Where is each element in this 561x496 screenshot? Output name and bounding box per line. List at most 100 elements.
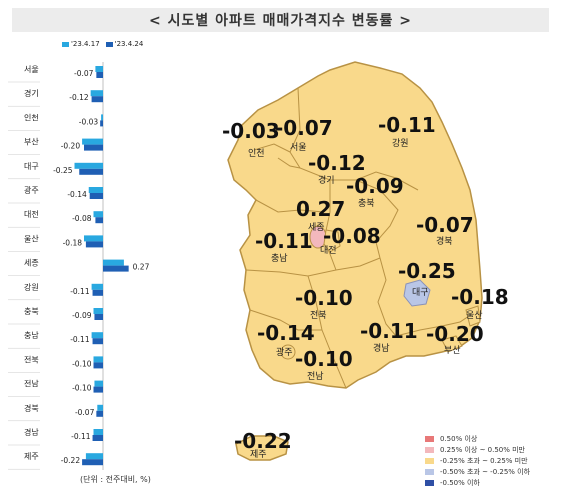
busan-name: 부산 xyxy=(444,345,461,356)
bar-prev xyxy=(93,429,103,435)
bar-value-label: -0.07 xyxy=(75,408,95,417)
bar-prev xyxy=(93,308,103,314)
category-label: 대전 xyxy=(24,209,39,219)
daejeon-name: 대전 xyxy=(320,245,337,256)
bar-curr xyxy=(82,459,103,466)
legend-item-prev: '23.4.17 xyxy=(62,40,100,48)
legend-label: -0.50% 이하 xyxy=(440,478,480,487)
bar-prev xyxy=(93,356,103,363)
jeonnam-name: 전남 xyxy=(307,371,324,382)
bar-curr xyxy=(94,314,103,320)
legend-swatch xyxy=(425,457,434,464)
map-legend-item: -0.25% 초과 ~ 0.25% 미만 xyxy=(425,455,530,466)
jeju-name: 제주 xyxy=(250,449,267,460)
gyeongbuk-name: 경북 xyxy=(436,235,453,247)
gangwon-name: 강원 xyxy=(392,138,409,149)
ulsan-value: -0.18 xyxy=(451,285,509,309)
bar-prev xyxy=(90,90,103,97)
bar-value-label: -0.09 xyxy=(72,311,92,320)
bar-prev xyxy=(97,404,103,411)
map-legend: 0.50% 이상 0.25% 이상 ~ 0.50% 미만 -0.25% 초과 ~… xyxy=(425,433,530,488)
chungbuk-value: -0.09 xyxy=(346,174,404,198)
bar-value-label: -0.03 xyxy=(79,117,99,126)
gwangju-value: -0.14 xyxy=(257,321,315,345)
gyeongnam-value: -0.11 xyxy=(360,319,418,343)
chungnam-value: -0.11 xyxy=(255,229,313,253)
bar-prev xyxy=(84,235,103,242)
bar-value-label: -0.25 xyxy=(53,166,73,175)
category-label: 제주 xyxy=(24,452,39,461)
bar-prev xyxy=(88,187,103,193)
page-title: < 시도별 아파트 매매가격지수 변동률 > xyxy=(12,8,549,32)
bar-curr xyxy=(92,289,103,296)
bar-prev xyxy=(91,283,103,290)
unit-note: (단위 : 전주대비, %) xyxy=(80,475,151,484)
gangwon-value: -0.11 xyxy=(378,113,436,137)
daejeon-region xyxy=(323,229,341,253)
gyeongbuk-value: -0.07 xyxy=(416,213,474,237)
sejong-value: 0.27 xyxy=(296,197,345,221)
bar-prev xyxy=(94,380,103,387)
jeju-value: -0.22 xyxy=(234,429,292,453)
bar-prev xyxy=(103,259,124,266)
seoul-value: -0.07 xyxy=(275,116,333,140)
bar-value-label: -0.14 xyxy=(67,190,87,199)
bar-curr xyxy=(96,410,103,417)
category-label: 부산 xyxy=(24,137,39,147)
gyeonggi-value: -0.12 xyxy=(308,151,366,175)
legend-swatch xyxy=(425,479,434,486)
bar-curr xyxy=(96,72,103,78)
legend-label: -0.50% 초과 ~ -0.25% 이하 xyxy=(440,467,531,476)
bar-curr xyxy=(93,362,103,369)
category-label: 충북 xyxy=(24,307,39,316)
legend-swatch-curr xyxy=(105,41,113,47)
legend-swatch xyxy=(425,446,434,453)
category-label: 경북 xyxy=(24,403,39,413)
bar-curr xyxy=(89,193,103,199)
bar-prev xyxy=(82,138,103,145)
bar-prev xyxy=(101,114,103,121)
bar-value-label: -0.18 xyxy=(63,238,83,247)
daegu-value: -0.25 xyxy=(398,259,456,283)
ulsan-region xyxy=(465,305,481,327)
legend-swatch xyxy=(425,435,434,442)
busan-region xyxy=(441,335,463,353)
category-label: 경남 xyxy=(24,427,39,437)
bar-curr xyxy=(93,386,103,393)
bar-value-label: -0.11 xyxy=(70,335,90,344)
korea-map: -0.03 인천 -0.07 서울 -0.12 경기 -0.11 강원 -0.0… xyxy=(222,61,509,461)
jeonbuk-value: -0.10 xyxy=(295,286,353,310)
bar-curr xyxy=(79,168,103,175)
sejong-name: 세종 xyxy=(308,222,325,233)
category-label: 전북 xyxy=(24,354,39,364)
legend-label-prev: '23.4.17 xyxy=(71,40,100,48)
gwangju-region xyxy=(280,344,296,360)
bar-value-label: -0.22 xyxy=(61,456,81,465)
category-label: 전남 xyxy=(24,379,39,389)
category-label: 광주 xyxy=(24,185,39,195)
legend-label: 0.25% 이상 ~ 0.50% 미만 xyxy=(440,445,526,454)
map-legend-item: 0.25% 이상 ~ 0.50% 미만 xyxy=(425,444,530,455)
bar-prev xyxy=(91,332,103,339)
mainland-shape xyxy=(227,61,483,389)
category-label: 서울 xyxy=(24,65,39,74)
bar-value-label: -0.10 xyxy=(72,359,92,368)
legend-swatch xyxy=(425,468,434,475)
bar-value-label: -0.20 xyxy=(61,142,81,151)
gyeongnam-name: 경남 xyxy=(373,342,390,354)
incheon-value: -0.03 xyxy=(222,119,280,143)
gyeonggi-name: 경기 xyxy=(318,174,335,186)
category-label: 충남 xyxy=(24,331,39,340)
category-label: 강원 xyxy=(24,282,39,292)
bar-curr xyxy=(103,265,129,272)
bar-prev xyxy=(93,211,103,218)
bar-value-label: -0.10 xyxy=(72,384,92,393)
seoul-name: 서울 xyxy=(290,142,307,153)
incheon-name: 인천 xyxy=(248,148,265,159)
bar-curr xyxy=(84,144,103,151)
category-label: 울산 xyxy=(24,233,39,243)
category-label: 대구 xyxy=(24,162,39,171)
bar-prev xyxy=(95,66,103,72)
daejeon-value: -0.08 xyxy=(323,224,381,248)
bar-value-label: 0.27 xyxy=(133,263,150,272)
